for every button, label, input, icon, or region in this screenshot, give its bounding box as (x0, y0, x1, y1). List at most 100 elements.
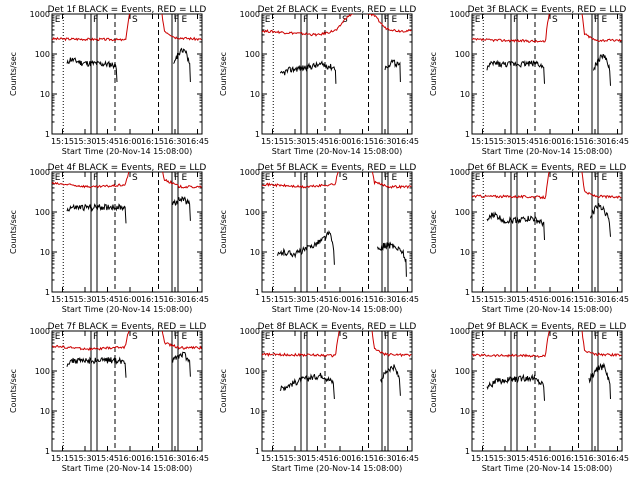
panel-title: Det 7f BLACK = Events, RED = LLD (48, 322, 207, 332)
marker-label: F (93, 332, 98, 342)
y-tick-label: 1 (465, 447, 470, 456)
marker-label: E (602, 15, 608, 25)
plot-frame (261, 13, 413, 135)
events-series-line (66, 203, 127, 224)
events-series-line (590, 203, 611, 237)
x-tick-label: 16:00 (538, 295, 561, 304)
y-tick-label: 1000 (240, 10, 260, 19)
panel-det5: Det 5f BLACK = Events, RED = LLD Start Ti… (219, 163, 419, 314)
marker-label: F (174, 173, 179, 183)
y-tick-label: 100 (35, 208, 50, 217)
x-axis-label: Start Time (20-Nov-14 15:08:00) (482, 464, 612, 473)
x-tick-label: 16:30 (163, 137, 186, 146)
y-tick-label: 10 (40, 90, 50, 99)
x-tick-label: 15:15 (261, 295, 284, 304)
x-tick-label: 15:45 (516, 454, 539, 463)
y-tick-label: 10 (460, 248, 470, 257)
marker-label: E (392, 173, 398, 183)
y-tick-label: 1 (465, 288, 470, 297)
y-axis-label: Counts/sec (9, 210, 18, 254)
marker-label: F (384, 173, 389, 183)
panel-det7: Det 7f BLACK = Events, RED = LLD Start Ti… (9, 322, 209, 473)
x-tick-label: 15:30 (73, 295, 96, 304)
x-tick-label: 16:00 (538, 454, 561, 463)
panel-det9: Det 9f BLACK = Events, RED = LLD Start Ti… (429, 322, 629, 473)
lld-series-line (52, 14, 202, 42)
events-series-line (280, 60, 337, 84)
panel-title: Det 4f BLACK = Events, RED = LLD (48, 163, 207, 173)
x-tick-label: 16:45 (396, 295, 419, 304)
panel-det3: Det 3f BLACK = Events, RED = LLD Start Ti… (429, 5, 629, 156)
plot-frame (471, 330, 623, 452)
x-tick-label: 15:45 (96, 295, 119, 304)
marker-label: F (594, 173, 599, 183)
y-tick-label: 1000 (30, 327, 50, 336)
lld-series-line (472, 172, 622, 200)
marker-label: E (265, 332, 271, 342)
y-tick-label: 10 (250, 248, 260, 257)
marker-label: F (513, 332, 518, 342)
marker-label: S (132, 332, 138, 342)
x-tick-label: 16:30 (373, 454, 396, 463)
marker-label: E (475, 173, 481, 183)
y-tick-label: 10 (460, 407, 470, 416)
marker-label: S (552, 332, 558, 342)
x-tick-label: 16:15 (141, 295, 164, 304)
x-tick-label: 15:15 (471, 454, 494, 463)
y-tick-label: 100 (455, 50, 470, 59)
marker-label: S (552, 173, 558, 183)
x-tick-label: 16:15 (351, 137, 374, 146)
y-tick-label: 1 (45, 447, 50, 456)
lld-series-line (262, 331, 412, 358)
x-tick-label: 16:00 (118, 137, 141, 146)
plot-frame (51, 13, 203, 135)
plot-frame (51, 330, 203, 452)
x-tick-label: 15:45 (516, 295, 539, 304)
events-series-line (588, 362, 611, 400)
x-axis-label: Start Time (20-Nov-14 15:08:00) (62, 464, 192, 473)
x-tick-label: 16:00 (118, 454, 141, 463)
marker-label: S (132, 15, 138, 25)
x-tick-label: 15:30 (493, 295, 516, 304)
y-axis-label: Counts/sec (9, 369, 18, 413)
events-series-line (171, 196, 191, 221)
marker-label: E (55, 15, 61, 25)
marker-label: E (182, 332, 188, 342)
plot-frame (261, 171, 413, 293)
x-tick-label: 16:30 (163, 295, 186, 304)
marker-label: S (342, 15, 348, 25)
marker-label: E (602, 332, 608, 342)
y-axis-label: Counts/sec (429, 52, 438, 96)
marker-label: F (93, 173, 98, 183)
y-axis-label: Counts/sec (429, 210, 438, 254)
panel-title: Det 2f BLACK = Events, RED = LLD (258, 5, 417, 15)
events-series-line (66, 57, 118, 83)
y-axis-label: Counts/sec (9, 52, 18, 96)
x-tick-label: 15:15 (51, 295, 74, 304)
events-series-line (66, 356, 127, 378)
marker-label: F (594, 332, 599, 342)
lld-series-line (262, 172, 412, 190)
x-tick-label: 15:45 (306, 137, 329, 146)
x-axis-label: Start Time (20-Nov-14 15:08:00) (272, 305, 402, 314)
marker-label: F (174, 332, 179, 342)
x-tick-label: 15:30 (283, 454, 306, 463)
x-tick-label: 16:15 (141, 454, 164, 463)
lld-series-line (262, 14, 412, 37)
plot-frame (471, 171, 623, 293)
x-tick-label: 16:15 (561, 295, 584, 304)
events-series-line (377, 241, 407, 277)
plot-frame (471, 13, 623, 135)
panel-title: Det 6f BLACK = Events, RED = LLD (468, 163, 627, 173)
marker-label: F (513, 173, 518, 183)
marker-label: S (342, 332, 348, 342)
panel-det1: Det 1f BLACK = Events, RED = LLD Start Ti… (9, 5, 209, 156)
marker-label: E (55, 332, 61, 342)
y-tick-label: 100 (455, 208, 470, 217)
marker-label: E (392, 15, 398, 25)
y-tick-label: 1 (255, 447, 260, 456)
y-tick-label: 10 (40, 407, 50, 416)
marker-label: F (384, 332, 389, 342)
x-tick-label: 15:15 (471, 295, 494, 304)
